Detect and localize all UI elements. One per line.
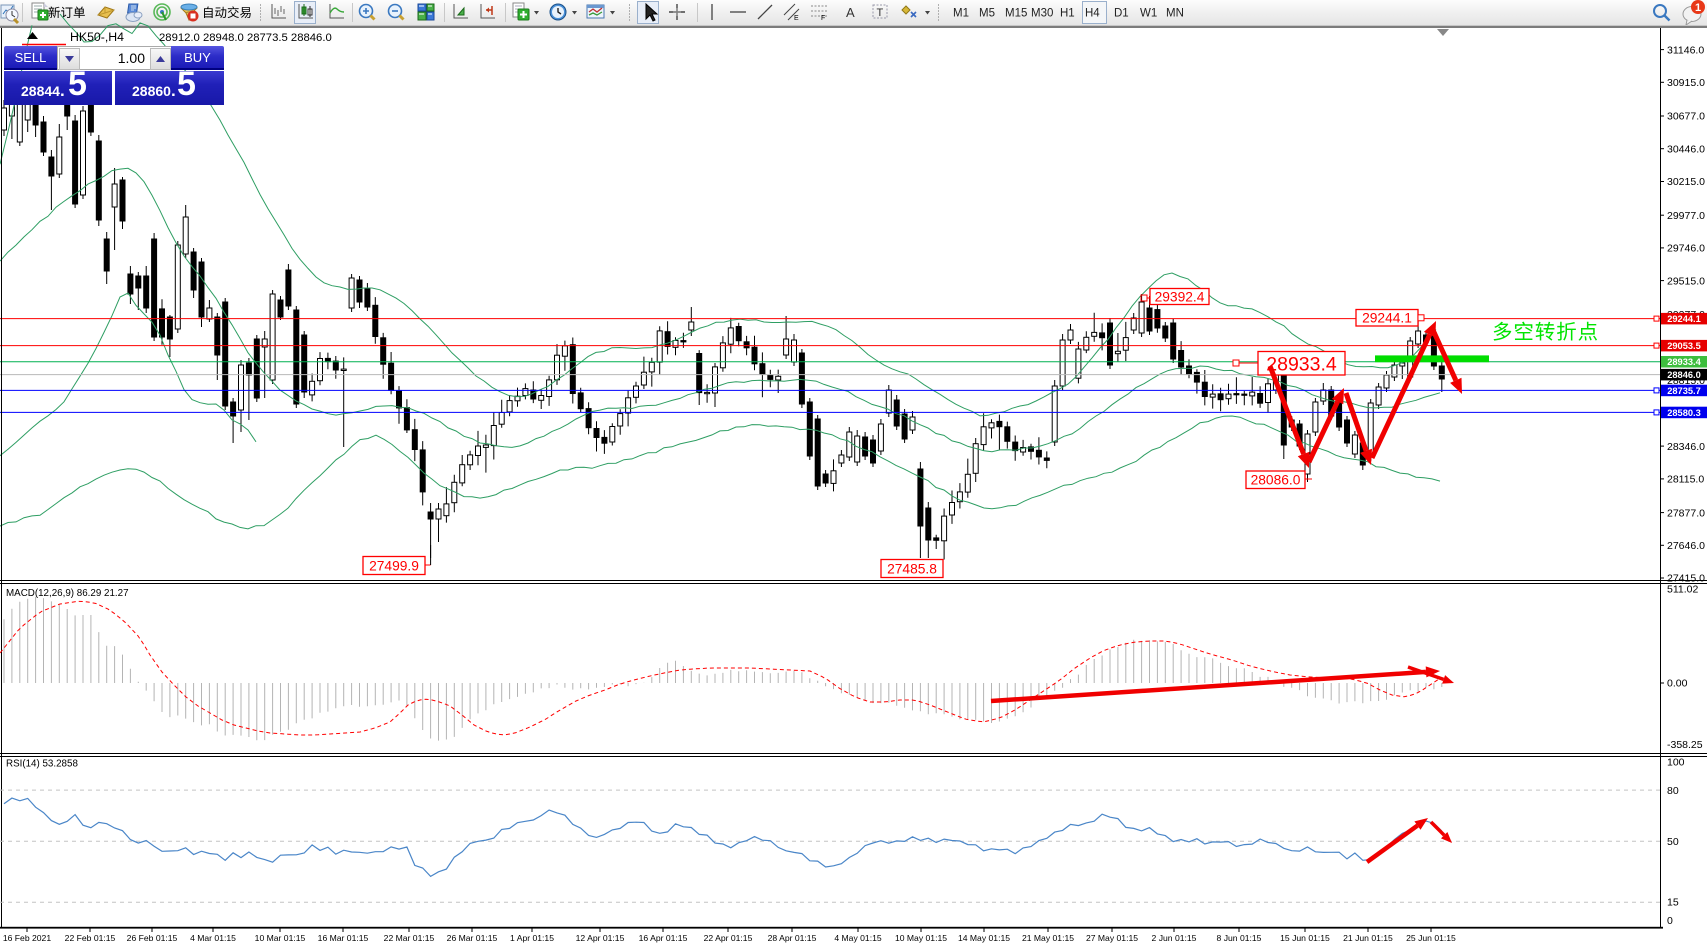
svg-text:28933.4: 28933.4	[1266, 353, 1337, 375]
svg-text:A: A	[846, 5, 855, 20]
svg-text:80: 80	[1667, 785, 1679, 797]
svg-text:29515.0: 29515.0	[1667, 275, 1705, 287]
svg-text:W1: W1	[1140, 8, 1157, 20]
svg-text:4 May 01:15: 4 May 01:15	[834, 933, 882, 943]
svg-text:H1: H1	[1060, 8, 1075, 20]
svg-text:29244.1: 29244.1	[1667, 314, 1701, 324]
svg-text:15 Jun 01:15: 15 Jun 01:15	[1280, 933, 1330, 943]
svg-text:26 Feb 01:15: 26 Feb 01:15	[127, 933, 178, 943]
svg-text:T: T	[877, 7, 884, 19]
svg-text:29746.0: 29746.0	[1667, 243, 1705, 255]
svg-text:50: 50	[1667, 836, 1679, 848]
svg-text:27 May 01:15: 27 May 01:15	[1086, 933, 1138, 943]
svg-text:29977.0: 29977.0	[1667, 210, 1705, 222]
svg-text:M30: M30	[1031, 8, 1053, 20]
svg-text:30215.0: 30215.0	[1667, 176, 1705, 188]
svg-text:27877.0: 27877.0	[1667, 507, 1705, 519]
svg-text:29244.1: 29244.1	[1362, 311, 1412, 326]
svg-text:-358.25: -358.25	[1667, 739, 1703, 751]
svg-text:28346.0: 28346.0	[1667, 441, 1705, 453]
svg-text:28 Apr 01:15: 28 Apr 01:15	[768, 933, 817, 943]
svg-text:30915.0: 30915.0	[1667, 77, 1705, 89]
svg-text:8 Jun 01:15: 8 Jun 01:15	[1217, 933, 1262, 943]
svg-text:28735.7: 28735.7	[1667, 386, 1701, 396]
svg-text:28846.0: 28846.0	[1667, 370, 1701, 380]
svg-text:RSI(14) 53.2858: RSI(14) 53.2858	[6, 759, 78, 770]
svg-text:E: E	[794, 15, 799, 22]
svg-text:16 Mar 01:15: 16 Mar 01:15	[318, 933, 369, 943]
svg-text:0: 0	[1667, 915, 1673, 927]
svg-text:M15: M15	[1005, 8, 1027, 20]
svg-text:2 Jun 01:15: 2 Jun 01:15	[1152, 933, 1197, 943]
svg-text:F: F	[821, 15, 825, 22]
svg-text:27415.0: 27415.0	[1667, 573, 1705, 585]
svg-text:H4: H4	[1085, 8, 1100, 20]
svg-text:M5: M5	[979, 8, 995, 20]
svg-text:15: 15	[1667, 897, 1679, 909]
svg-text:D1: D1	[1114, 8, 1129, 20]
svg-text:27499.9: 27499.9	[369, 559, 419, 574]
svg-text:25 Jun 01:15: 25 Jun 01:15	[1406, 933, 1456, 943]
svg-text:511.02: 511.02	[1667, 584, 1698, 596]
svg-text:29053.5: 29053.5	[1667, 341, 1701, 351]
svg-text:28933.4: 28933.4	[1667, 357, 1701, 367]
svg-text:22 Mar 01:15: 22 Mar 01:15	[384, 933, 435, 943]
svg-text:27646.0: 27646.0	[1667, 540, 1705, 552]
svg-text:10 May 01:15: 10 May 01:15	[895, 933, 947, 943]
svg-text:MN: MN	[1166, 8, 1184, 20]
svg-text:100: 100	[1667, 757, 1685, 769]
svg-text:0.00: 0.00	[1667, 678, 1688, 690]
svg-text:27485.8: 27485.8	[887, 562, 937, 577]
svg-text:28912.0 28948.0 28773.5 28846.: 28912.0 28948.0 28773.5 28846.0	[159, 32, 332, 44]
svg-text:21 Jun 01:15: 21 Jun 01:15	[1343, 933, 1393, 943]
svg-text:22 Feb 01:15: 22 Feb 01:15	[65, 933, 116, 943]
svg-text:12 Apr 01:15: 12 Apr 01:15	[576, 933, 625, 943]
svg-text:31146.0: 31146.0	[1667, 44, 1704, 56]
svg-text:21 May 01:15: 21 May 01:15	[1022, 933, 1074, 943]
svg-text:28086.0: 28086.0	[1251, 473, 1301, 488]
svg-text:M1: M1	[953, 8, 969, 20]
svg-text:30446.0: 30446.0	[1667, 143, 1705, 155]
svg-text:28580.3: 28580.3	[1667, 408, 1701, 418]
svg-text:22 Apr 01:15: 22 Apr 01:15	[704, 933, 753, 943]
svg-text:1: 1	[1695, 2, 1701, 14]
svg-text:4 Mar 01:15: 4 Mar 01:15	[190, 933, 236, 943]
svg-text:28115.0: 28115.0	[1667, 474, 1704, 486]
svg-text:14 May 01:15: 14 May 01:15	[958, 933, 1010, 943]
svg-text:29392.4: 29392.4	[1155, 290, 1205, 305]
svg-text:MACD(12,26,9) 86.29 21.27: MACD(12,26,9) 86.29 21.27	[6, 588, 129, 599]
svg-text:HK50-,H4: HK50-,H4	[70, 30, 124, 44]
svg-text:30677.0: 30677.0	[1667, 111, 1705, 123]
svg-text:1 Apr 01:15: 1 Apr 01:15	[510, 933, 554, 943]
svg-text:10 Mar 01:15: 10 Mar 01:15	[255, 933, 306, 943]
svg-text:26 Mar 01:15: 26 Mar 01:15	[447, 933, 498, 943]
svg-text:16 Apr 01:15: 16 Apr 01:15	[639, 933, 688, 943]
svg-text:16 Feb 2021: 16 Feb 2021	[3, 933, 51, 943]
